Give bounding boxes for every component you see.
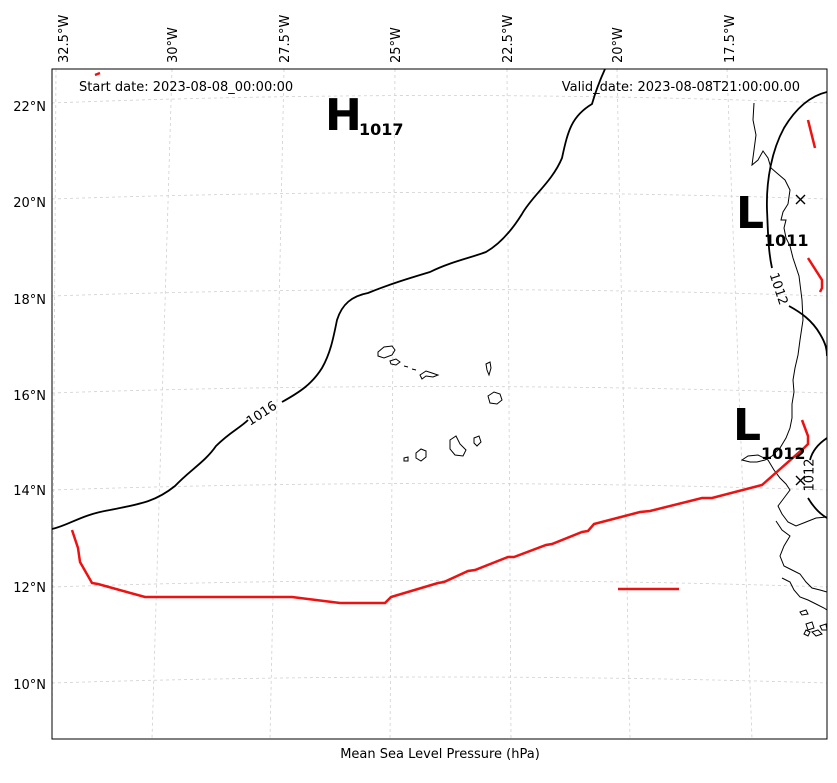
lon-tick-20w: 20°W (611, 27, 626, 63)
map-frame (51, 68, 828, 740)
lat-tick-20n: 20°N (13, 196, 46, 211)
island-boa-vista (487, 391, 503, 405)
island-fogo (415, 448, 427, 462)
front-lines (70, 71, 824, 605)
start-date-label: Start date: 2023-08-08_00:00:00 (79, 80, 293, 95)
island-santiago (449, 435, 467, 457)
lat-tick-12n: 12°N (13, 581, 46, 596)
islet-1 (799, 609, 809, 616)
graticule (52, 69, 827, 739)
low-pressure-north-value: 1011 (764, 231, 809, 250)
meridian-17-5w (726, 69, 753, 739)
lon-tick-32-5w: 32.5°W (57, 15, 72, 63)
island-brava (403, 456, 409, 462)
low-pressure-north-symbol: L (736, 188, 764, 239)
islet-2 (805, 621, 815, 631)
parallel-10n (52, 676, 827, 684)
lat-tick-14n: 14°N (13, 484, 46, 499)
west-africa-coastline (740, 102, 827, 611)
high-pressure-value: 1017 (359, 120, 404, 139)
valid-date-label: Valid_date: 2023-08-08T21:00:00.00 (562, 80, 800, 95)
parallel-14n (52, 483, 827, 491)
parallel-12n (52, 580, 827, 588)
meridian-25w (389, 69, 396, 739)
island-maio (473, 435, 482, 447)
lat-tick-16n: 16°N (13, 389, 46, 404)
island-santo-antao (377, 345, 396, 359)
center-markers (795, 194, 806, 486)
meridian-32-5w (52, 69, 57, 739)
lon-tick-27-5w: 27.5°W (278, 15, 293, 63)
islet-4 (803, 629, 811, 637)
lat-tick-22n: 22°N (13, 100, 46, 115)
lon-tick-30w: 30°W (166, 27, 181, 63)
island-sal (485, 361, 492, 377)
longitude-labels: 32.5°W 30°W 27.5°W 25°W 22.5°W 20°W 17.5… (57, 15, 738, 63)
island-sao-nicolau-main (419, 370, 440, 380)
front-segment-ne-1 (806, 119, 817, 149)
front-main (70, 419, 810, 605)
meridian-27-5w (269, 69, 285, 739)
meridian-30w (151, 69, 173, 739)
center-cross-north (795, 194, 806, 205)
map-caption: Mean Sea Level Pressure (hPa) (340, 747, 540, 762)
island-sao-vicente (389, 358, 401, 366)
low-pressure-south-symbol: L (733, 400, 761, 451)
center-cross-south (795, 475, 806, 486)
meridian-20w (616, 69, 631, 739)
high-pressure-symbol: H (325, 90, 362, 141)
parallel-22n (52, 95, 827, 104)
map-features: H 1017 L 1011 L 1012 1016 1012 1012 (52, 69, 827, 637)
parallel-18n (52, 289, 827, 297)
parallel-20n (52, 192, 827, 200)
lat-tick-18n: 18°N (13, 293, 46, 308)
contour-label-1012-south: 1012 (803, 458, 818, 491)
island-sao-nicolau (411, 368, 417, 371)
islet-5 (819, 623, 827, 631)
lon-tick-22-5w: 22.5°W (501, 15, 516, 63)
lon-tick-17-5w: 17.5°W (723, 15, 738, 63)
front-segment-ne-2 (806, 257, 824, 293)
parallel-16n (52, 386, 827, 394)
contour-label-1016: 1016 (244, 399, 280, 430)
isobar-1012-north (766, 91, 827, 357)
low-pressure-south-value: 1012 (761, 444, 806, 463)
bissagos-islands (799, 609, 827, 637)
islet-3 (811, 629, 823, 637)
island-santa-luzia (403, 365, 409, 368)
isobar-1016 (52, 69, 606, 530)
meridian-22-5w (506, 69, 512, 739)
lon-tick-25w: 25°W (389, 27, 404, 63)
contour-label-1012-north: 1012 (766, 271, 790, 307)
front-segment-top-left (94, 71, 101, 77)
cape-verde-islands (377, 345, 503, 462)
lat-tick-10n: 10°N (13, 678, 46, 693)
latitude-labels: 22°N 20°N 18°N 16°N 14°N 12°N 10°N (13, 100, 46, 693)
isobar-1012-south (807, 437, 827, 519)
